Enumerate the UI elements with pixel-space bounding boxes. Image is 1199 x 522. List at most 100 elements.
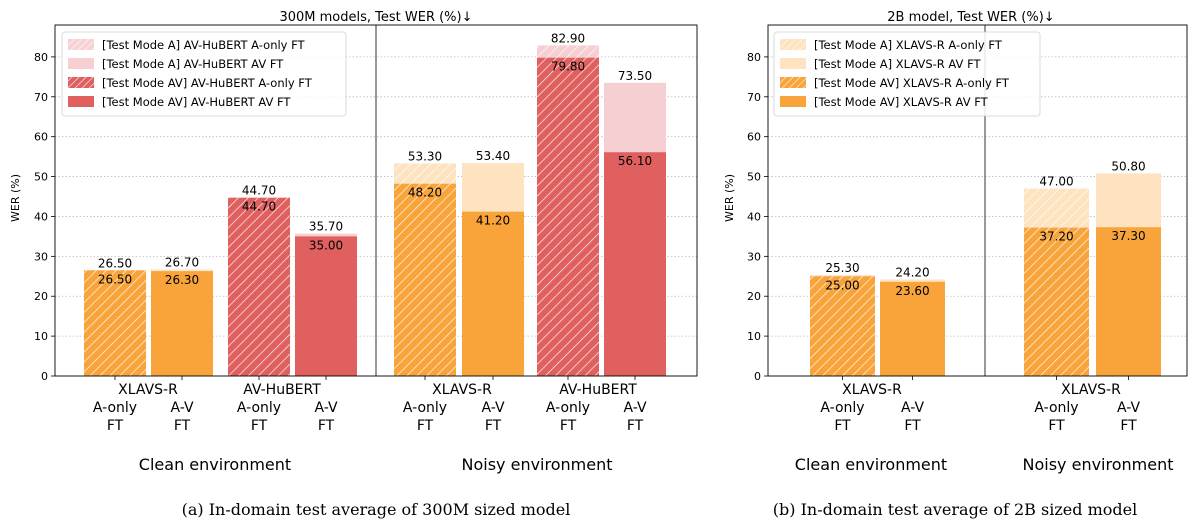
y-axis-label-a: WER (%) xyxy=(9,174,22,222)
data-label-test-mode-av: 26.50 xyxy=(98,272,132,286)
legend-label: [Test Mode A] XLAVS-R AV FT xyxy=(814,57,981,71)
bar-test-mode-av xyxy=(880,281,945,376)
y-tick-label: 0 xyxy=(754,370,761,383)
data-label-test-mode-av: 44.70 xyxy=(242,200,276,214)
model-label: XLAVS-R xyxy=(842,382,902,398)
bar-test-mode-av xyxy=(604,152,666,376)
bar-hatch-test-mode-av xyxy=(537,57,599,376)
legend-swatch-hatch xyxy=(68,39,94,50)
ft-label-line1: A-only xyxy=(546,400,590,416)
ft-label-line1: A-V xyxy=(481,400,505,416)
y-tick-label: 50 xyxy=(34,171,48,184)
legend-label: [Test Mode A] XLAVS-R A-only FT xyxy=(814,38,1003,52)
y-tick-label: 80 xyxy=(34,51,48,64)
legend-frame xyxy=(61,31,347,117)
data-label-test-mode-av: 37.30 xyxy=(1111,229,1145,243)
data-label-test-mode-av: 35.00 xyxy=(309,238,343,252)
env-label-clean-b: Clean environment xyxy=(795,455,947,474)
ft-label-line1: A-V xyxy=(1117,400,1141,416)
ft-label-line2: FT xyxy=(1120,418,1137,434)
data-label-test-mode-a: 47.00 xyxy=(1039,175,1073,189)
environment-labels-a: Clean environment Noisy environment xyxy=(139,455,613,474)
model-label: AV-HuBERT xyxy=(243,382,321,398)
ft-label-line2: FT xyxy=(627,418,644,434)
data-label-test-mode-a: 35.70 xyxy=(309,220,343,234)
legend-swatch xyxy=(780,58,806,69)
data-label-test-mode-av: 79.80 xyxy=(551,60,585,74)
ft-label-line1: A-only xyxy=(403,400,447,416)
ft-label-line1: A-only xyxy=(1034,400,1078,416)
caption-a: (a) In-domain test average of 300M sized… xyxy=(182,500,571,519)
legend-label: [Test Mode AV] XLAVS-R AV FT xyxy=(814,95,989,109)
legend-swatch-hatch xyxy=(68,77,94,88)
data-label-test-mode-av: 23.60 xyxy=(895,284,929,298)
model-label: AV-HuBERT xyxy=(559,382,637,398)
y-tick-label: 70 xyxy=(747,91,761,104)
data-label-test-mode-av: 56.10 xyxy=(618,154,652,168)
data-label-test-mode-a: 73.50 xyxy=(618,69,652,83)
y-tick-label: 10 xyxy=(34,330,48,343)
chart-title-b: 2B model, Test WER (%)↓ xyxy=(887,10,1054,25)
y-tick-label: 60 xyxy=(34,131,48,144)
bar-test-mode-av xyxy=(462,211,524,376)
bar-test-mode-av xyxy=(295,236,357,376)
bar-hatch-test-mode-av xyxy=(228,197,290,376)
data-label-test-mode-av: 37.20 xyxy=(1039,230,1073,244)
model-label: XLAVS-R xyxy=(1061,382,1121,398)
data-label-test-mode-av: 48.20 xyxy=(408,186,442,200)
ft-label-line2: FT xyxy=(485,418,502,434)
chart-panel-b: 2B model, Test WER (%)↓ WER (%) 0 10 20 30 4… xyxy=(723,10,1188,519)
legend-label: [Test Mode AV] AV-HuBERT AV FT xyxy=(102,95,291,109)
axes-frame xyxy=(54,24,698,377)
model-label: XLAVS-R xyxy=(118,382,178,398)
model-label: XLAVS-R xyxy=(432,382,492,398)
bar-test-mode-av xyxy=(151,271,213,376)
ft-label-line2: FT xyxy=(904,418,921,434)
data-label-test-mode-a: 82.90 xyxy=(551,31,585,45)
legend-label: [Test Mode A] AV-HuBERT A-only FT xyxy=(102,38,306,52)
ft-label-line1: A-only xyxy=(237,400,281,416)
bar-hatch-test-mode-av xyxy=(84,270,146,376)
plot-area-b: 0 10 20 30 40 50 60 70 80 25.30 25.00 A-only FT 24.20… xyxy=(747,24,1188,434)
legend-label: [Test Mode AV] XLAVS-R A-only FT xyxy=(814,76,1010,90)
bar-hatch-test-mode-av xyxy=(1024,227,1089,376)
bar-hatch-test-mode-av xyxy=(394,183,456,376)
ft-label-line2: FT xyxy=(560,418,577,434)
y-tick-label: 40 xyxy=(747,210,761,223)
data-label-test-mode-a: 53.40 xyxy=(476,149,510,163)
y-tick-label: 20 xyxy=(34,290,48,303)
ft-label-line2: FT xyxy=(251,418,268,434)
data-label-test-mode-av: 26.30 xyxy=(165,273,199,287)
legend-swatch-hatch xyxy=(780,77,806,88)
plot-area-a: 0 10 20 30 40 50 60 70 80 26.50 26.50 A-only FT 26.70… xyxy=(34,24,698,434)
legend-label: [Test Mode AV] AV-HuBERT A-only FT xyxy=(102,76,313,90)
data-label-test-mode-a: 50.80 xyxy=(1111,159,1145,173)
y-tick-label: 80 xyxy=(747,51,761,64)
data-label-test-mode-a: 24.20 xyxy=(895,265,929,279)
legend-swatch xyxy=(68,96,94,107)
data-label-test-mode-a: 25.30 xyxy=(825,261,859,275)
env-label-noisy-a: Noisy environment xyxy=(462,455,613,474)
legend-label: [Test Mode A] AV-HuBERT AV FT xyxy=(102,57,284,71)
bar-test-mode-av xyxy=(1096,227,1161,376)
y-tick-label: 20 xyxy=(747,290,761,303)
ft-label-line2: FT xyxy=(318,418,335,434)
y-tick-label: 30 xyxy=(34,250,48,263)
data-label-test-mode-a: 44.70 xyxy=(242,184,276,198)
chart-panel-a: 300M models, Test WER (%)↓ WER (%) 0 10 20… xyxy=(9,10,698,519)
y-tick-label: 60 xyxy=(747,131,761,144)
ft-label-line2: FT xyxy=(834,418,851,434)
y-tick-label: 10 xyxy=(747,330,761,343)
environment-labels-b: Clean environment Noisy environment xyxy=(795,455,1174,474)
legend-frame xyxy=(773,31,1041,117)
legend-swatch-hatch xyxy=(780,39,806,50)
ft-label-line1: A-only xyxy=(93,400,137,416)
y-tick-label: 40 xyxy=(34,210,48,223)
legend-swatch xyxy=(68,58,94,69)
axes-frame xyxy=(767,24,1188,377)
y-tick-label: 0 xyxy=(41,370,48,383)
data-label-test-mode-a: 26.70 xyxy=(165,256,199,270)
y-axis-label-b: WER (%) xyxy=(723,174,736,222)
env-label-noisy-b: Noisy environment xyxy=(1023,455,1174,474)
